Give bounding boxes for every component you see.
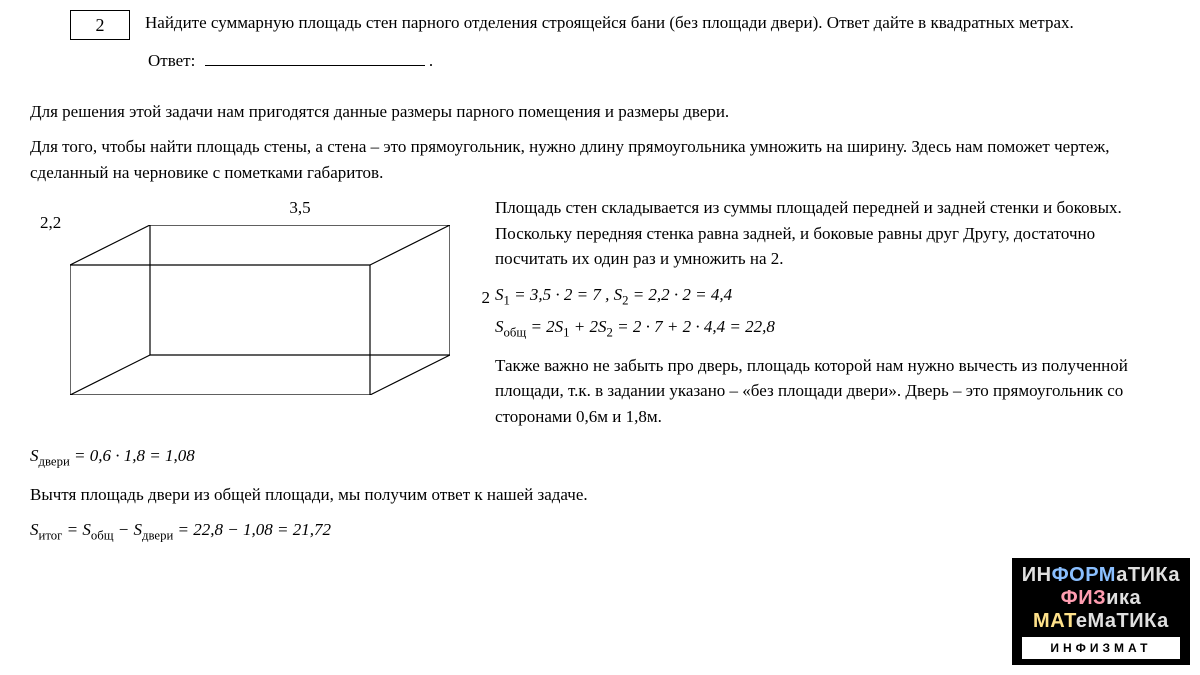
f4-s2: двери [142,528,173,542]
dim-left: 2,2 [40,210,61,236]
formula-sobshch: Sобщ = 2S1 + 2S2 = 2 · 7 + 2 · 4,4 = 22,… [495,314,1170,343]
answer-row: Ответ: . [148,48,1170,74]
f4-m1: = S [62,520,90,539]
l3-post: еМаТИКа [1076,610,1169,632]
l1-pre: ИН [1022,564,1052,586]
l2-hl: ФИЗ [1061,587,1106,609]
problem-header: 2 Найдите суммарную площадь стен парного… [30,10,1170,40]
cuboid-wrap: 2,2 2 [70,225,470,403]
l3-hl: МАТ [1033,610,1076,632]
solution-para-2: Для того, чтобы найти площадь стены, а с… [30,134,1170,185]
solution-para-4: Также важно не забыть про дверь, площадь… [495,356,1128,426]
answer-blank-line [205,65,425,66]
f3-rhs: = 0,6 · 1,8 = 1,08 [70,446,195,465]
brand-logo: ИНФОРМаТИКа ФИЗика МАТеМаТИКа ИНФИЗМАТ [1012,558,1190,665]
f2-sub: общ [504,325,527,339]
l2-post: ика [1106,587,1141,609]
solution-para-4-start: Также важно не забыть про дверь, площадь… [495,353,1170,430]
formula-s1-s2: S1 = 3,5 · 2 = 7 , S2 = 2,2 · 2 = 4,4 [495,282,1170,311]
l1-post: аТИКа [1116,564,1180,586]
f4-rhs: = 22,8 − 1,08 = 21,72 [173,520,331,539]
f1b-rhs: = 2,2 · 2 = 4,4 [628,285,732,304]
diagram-and-calcs: 3,5 2,2 2 Площадь стен складывается из с… [30,195,1170,439]
calc-col: Площадь стен складывается из суммы площа… [495,195,1170,439]
answer-label: Ответ: [148,51,195,70]
formula-sdveri: Sдвери = 0,6 · 1,8 = 1,08 [30,443,1170,472]
diagram-col: 3,5 2,2 2 [30,195,470,402]
problem-number-box: 2 [70,10,130,40]
formula-sitog: Sитог = Sобщ − Sдвери = 22,8 − 1,08 = 21… [30,517,1170,546]
cuboid-diagram [70,225,450,395]
dim-right: 2 [482,285,491,311]
f1a-rhs: = 3,5 · 2 = 7 , [510,285,614,304]
f4-m2: − S [114,520,142,539]
f4-sub: итог [39,528,63,542]
f2-rhs: = 2 · 7 + 2 · 4,4 = 22,8 [613,317,775,336]
f2-lhs: S [495,317,504,336]
problem-text: Найдите суммарную площадь стен парного о… [145,10,1170,36]
l1-hl: ФОРМ [1052,564,1117,586]
f3-lhs: S [30,446,39,465]
f4-lhs: S [30,520,39,539]
f4-s1: общ [91,528,114,542]
logo-line-3: МАТеМаТИКа [1022,610,1180,633]
logo-line-1: ИНФОРМаТИКа [1022,564,1180,587]
f3-sub: двери [39,454,70,468]
f1b-lhs: S [614,285,623,304]
solution-para-5: Вычтя площадь двери из общей площади, мы… [30,482,1170,508]
f2-m1: = 2S [526,317,563,336]
problem-number: 2 [96,12,105,39]
f2-m2: + 2S [570,317,607,336]
solution-para-3: Площадь стен складывается из суммы площа… [495,195,1170,272]
logo-line-2: ФИЗика [1022,587,1180,610]
solution-para-1: Для решения этой задачи нам пригодятся д… [30,99,1170,125]
logo-strip: ИНФИЗМАТ [1022,637,1180,659]
dim-top: 3,5 [130,195,470,221]
f1a-lhs: S [495,285,504,304]
